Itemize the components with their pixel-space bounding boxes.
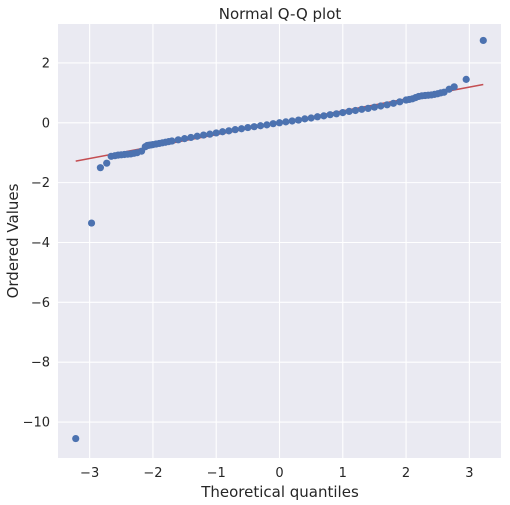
x-tick-labels: −3 −2 −1 0 1 2 3 (80, 466, 473, 481)
x-tick-label: 3 (465, 466, 473, 481)
data-point (377, 102, 385, 110)
data-point (396, 98, 404, 106)
y-tick-label: 0 (42, 116, 50, 131)
y-tick-label: −2 (31, 176, 50, 191)
data-point (168, 137, 176, 145)
data-point (87, 219, 96, 227)
data-point (479, 36, 487, 45)
y-tick-label: −8 (31, 356, 50, 371)
data-point (307, 114, 315, 122)
x-tick-label: −1 (207, 466, 226, 481)
data-point (212, 129, 220, 137)
data-point (237, 125, 246, 133)
x-tick-label: −3 (80, 466, 99, 481)
data-point (269, 120, 277, 128)
gridlines (58, 24, 501, 458)
data-point (282, 118, 290, 126)
data-point (462, 75, 470, 83)
y-tick-label: −4 (31, 236, 50, 251)
data-point (187, 133, 195, 142)
data-point (231, 126, 239, 134)
x-tick-label: −2 (143, 466, 162, 481)
data-point (263, 121, 271, 129)
data-point (199, 131, 208, 139)
data-point (225, 127, 233, 135)
data-point (332, 110, 341, 118)
x-axis-label: Theoretical quantiles (200, 483, 359, 501)
x-tick-label: 0 (275, 466, 283, 481)
data-point (358, 105, 366, 113)
data-point (345, 107, 353, 115)
x-tick-label: 1 (339, 466, 347, 481)
data-point (244, 123, 252, 132)
y-axis-label: Ordered Values (4, 183, 22, 298)
y-tick-label: −6 (31, 296, 50, 311)
data-point (389, 99, 398, 107)
x-tick-label: 2 (402, 466, 410, 481)
data-points (72, 36, 487, 443)
data-point (364, 104, 372, 113)
data-point (275, 119, 284, 127)
data-point (351, 106, 360, 115)
data-point (313, 113, 322, 121)
data-point (256, 122, 265, 130)
data-point (339, 108, 347, 117)
data-point (450, 83, 458, 91)
data-point (96, 164, 105, 172)
data-point (218, 128, 227, 136)
data-point (72, 434, 80, 443)
data-point (320, 112, 328, 120)
data-point (288, 117, 296, 125)
data-point (193, 132, 201, 140)
y-tick-labels: −10 −8 −6 −4 −2 0 2 (23, 56, 50, 430)
chart-title: Normal Q-Q plot (219, 5, 342, 23)
data-point (206, 130, 214, 138)
data-point (180, 135, 189, 143)
data-point (174, 136, 182, 144)
data-point (103, 159, 111, 167)
data-point (250, 123, 258, 131)
data-point (294, 116, 303, 124)
data-point (301, 115, 309, 123)
data-point (383, 101, 391, 109)
y-tick-label: 2 (42, 56, 50, 71)
y-tick-label: −10 (23, 416, 50, 431)
data-point (370, 103, 379, 111)
data-point (326, 111, 334, 119)
